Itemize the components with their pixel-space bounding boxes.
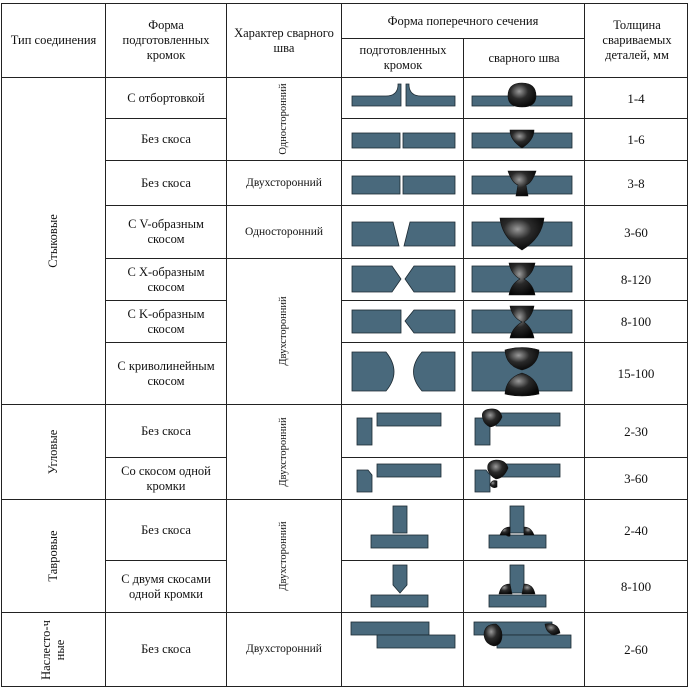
prep-x-bevel xyxy=(351,265,456,293)
bead-square-1 xyxy=(509,129,535,149)
edge-form-7: С криволинейным скосом xyxy=(117,358,215,388)
bead-k xyxy=(509,305,535,339)
seam-one-sided-4: Односторонний xyxy=(244,225,324,238)
bead-tee-1b xyxy=(499,526,511,536)
edge-form-10: Без скоса xyxy=(141,522,191,537)
edge-form-2: Без скоса xyxy=(141,132,191,146)
edge-form-9: Со скосом одной кромки xyxy=(121,463,211,493)
edge-form-8: Без скоса xyxy=(141,423,191,438)
edge-form-6: С K-образным скосом xyxy=(127,306,205,336)
bead-lap-right xyxy=(544,623,561,636)
bead-lap-left xyxy=(483,623,503,647)
thickness-2: 1-6 xyxy=(627,132,645,147)
thickness-7: 15-100 xyxy=(617,366,655,381)
thickness-11: 8-100 xyxy=(620,579,652,594)
edge-form-12: Без скоса xyxy=(141,642,191,656)
prep-k-bevel xyxy=(351,309,456,334)
prep-square-2 xyxy=(351,175,456,195)
header-cross-section: Форма поперечного сечения xyxy=(387,13,539,28)
prep-tee-square xyxy=(370,505,429,549)
seam-two-sided-12: Двухсторонний xyxy=(246,643,322,655)
header-thickness: Толщина свариваемых деталей, мм xyxy=(602,18,672,62)
bead-curved-bottom xyxy=(504,372,540,397)
prep-curved-bevel xyxy=(351,351,456,392)
thickness-10: 2-40 xyxy=(624,522,648,538)
prep-corner-bevel xyxy=(356,463,442,493)
header-joint-type: Тип соединения xyxy=(10,33,97,47)
edge-form-4: С V-образным скосом xyxy=(128,217,204,246)
weld-corner-bevel xyxy=(474,463,561,493)
bead-corner-1 xyxy=(482,408,503,428)
header-prepared-edges: подготовленных кромок xyxy=(359,43,447,72)
bead-corner-2-root xyxy=(489,480,498,488)
edge-form-5: С X-образным скосом xyxy=(127,264,205,294)
bead-curved-top xyxy=(504,347,540,371)
prep-v-bevel xyxy=(351,221,456,247)
bead-x xyxy=(508,262,536,296)
bead-tee-2b xyxy=(521,583,536,595)
thickness-1: 1-4 xyxy=(627,90,645,106)
seam-two-sided-3: Двухсторонний xyxy=(246,176,322,189)
thickness-12: 2-60 xyxy=(624,642,648,657)
edge-form-11: С двумя скосами одной кромки xyxy=(121,571,211,601)
prep-flanged xyxy=(351,83,456,107)
weld-tee-double-bevel xyxy=(488,564,547,608)
thickness-6: 8-100 xyxy=(620,314,652,329)
bead-flanged xyxy=(507,82,537,108)
bead-v xyxy=(499,217,545,251)
thickness-5: 8-120 xyxy=(620,272,652,287)
weld-corner-square xyxy=(474,412,561,446)
bead-tee-1c xyxy=(523,526,535,536)
header-weld-seam: сварного шва xyxy=(488,50,560,65)
prep-tee-double-bevel xyxy=(370,564,429,608)
weld-tee-square xyxy=(488,505,547,549)
prep-corner-square xyxy=(356,412,442,446)
edge-form-3: Без скоса xyxy=(141,175,191,190)
thickness-3: 3-8 xyxy=(627,175,645,191)
thickness-4: 3-60 xyxy=(624,224,648,240)
bead-corner-2 xyxy=(487,459,509,480)
header-edge-form: Форма подготовленных кромок xyxy=(122,18,210,62)
thickness-9: 3-60 xyxy=(624,471,648,486)
edge-form-1: С отбортовкой xyxy=(127,90,205,105)
bead-square-2 xyxy=(507,170,537,197)
thickness-8: 2-30 xyxy=(624,423,648,439)
bead-tee-2a xyxy=(498,583,513,595)
prep-square-1 xyxy=(351,132,456,149)
header-seam-type: Характер сварного шва xyxy=(234,25,334,55)
prep-lap xyxy=(350,621,456,649)
